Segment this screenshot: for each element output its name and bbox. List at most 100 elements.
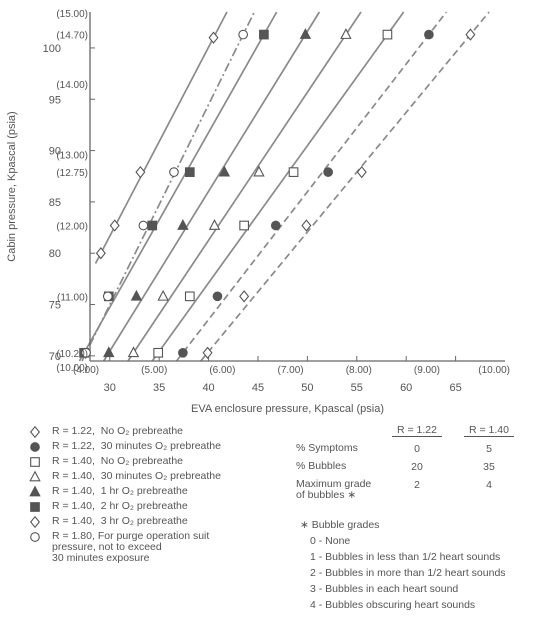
cell-bubbles-r122: 20 xyxy=(411,461,423,473)
bubble-grades-title: ∗ Bubble grades xyxy=(300,519,380,531)
legend-marker xyxy=(29,515,41,529)
data-point-series-7 xyxy=(208,31,219,44)
y-tick-label: 100 xyxy=(43,43,61,55)
data-point-series-2 xyxy=(178,347,188,358)
x-tick-label: 50 xyxy=(301,382,313,394)
legend-marker xyxy=(30,442,40,452)
square-filled-icon xyxy=(30,502,40,512)
legend-label: R = 1.22, 30 minutes O₂ prebreathe xyxy=(52,440,221,452)
y-psia-tick-label: (15.00) xyxy=(56,9,88,20)
legend-label: R = 1.22, No O₂ prebreathe xyxy=(52,425,184,437)
data-point-series-6 xyxy=(184,167,195,177)
series-line-4 xyxy=(127,11,362,362)
data-point-series-8 xyxy=(138,220,149,231)
row-label-bubbles: % Bubbles xyxy=(296,460,347,472)
data-point-series-1 xyxy=(356,165,367,179)
legend-label: R = 1.40, 2 hr O₂ prebreathe xyxy=(52,500,188,512)
x-psia-tick-label: (7.00) xyxy=(278,365,304,376)
data-point-series-5 xyxy=(299,28,312,39)
data-point-series-7 xyxy=(95,247,106,260)
legend-label: R = 1.40, No O₂ prebreathe xyxy=(52,455,184,467)
x-axis-title: EVA enclosure pressure, Kpascal (psia) xyxy=(191,403,384,415)
series-lines xyxy=(78,11,490,362)
data-point-series-3 xyxy=(184,291,195,302)
diamond-open-icon xyxy=(29,425,41,439)
legend-item: R = 1.40, No O₂ prebreathe xyxy=(28,454,288,469)
y-tick-label: 90 xyxy=(49,146,61,158)
data-point-series-8 xyxy=(81,347,91,358)
y-psia-tick-label: (12.75) xyxy=(56,168,88,179)
data-point-series-3 xyxy=(239,220,249,231)
x-tick-label: 55 xyxy=(351,382,363,394)
legend-label: R = 1.40, 3 hr O₂ prebreathe xyxy=(52,515,188,527)
y-psia-tick-label: (13.00) xyxy=(56,151,88,162)
data-point-series-2 xyxy=(270,220,281,231)
y-tick-label: 80 xyxy=(49,248,61,260)
x-tick-label: 30 xyxy=(104,382,116,394)
row-label-max-grade: Maximum grade of bubbles ∗ xyxy=(296,478,372,501)
series-markers xyxy=(79,28,476,359)
data-point-series-5 xyxy=(103,346,115,358)
axes xyxy=(89,12,505,362)
x-tick-label: 40 xyxy=(202,382,214,394)
data-point-series-8 xyxy=(238,29,249,40)
x-psia-tick-label: (10.00) xyxy=(478,365,510,376)
data-point-series-5 xyxy=(218,165,231,177)
data-point-series-6 xyxy=(259,29,269,40)
legend-label: R = 1.80, For purge operation suit press… xyxy=(52,530,210,564)
x-tick-label: 45 xyxy=(252,382,264,394)
data-point-series-8 xyxy=(169,167,179,177)
x-psia-tick-label: (5.00) xyxy=(141,365,167,376)
legend-item: R = 1.40, 3 hr O₂ prebreathe xyxy=(28,514,288,529)
x-psia-tick-label: (8.00) xyxy=(346,365,372,376)
data-point-series-4 xyxy=(340,28,352,39)
cell-bubbles-r140: 35 xyxy=(483,461,495,473)
y-tick-label: 85 xyxy=(49,197,61,209)
series-line-2 xyxy=(175,11,448,362)
data-point-series-3 xyxy=(382,29,393,40)
y-psia-tick-label: (14.00) xyxy=(56,80,88,91)
bubble-grade-item: 4 - Bubbles obscuring heart sounds xyxy=(310,599,476,611)
y-tick-label: 70 xyxy=(49,351,61,363)
bubble-grade-item: 1 - Bubbles in less than 1/2 heart sound… xyxy=(310,551,501,563)
series-line-8 xyxy=(81,11,256,362)
data-point-series-7 xyxy=(109,219,120,232)
data-point-series-1 xyxy=(465,28,476,41)
legend-item: R = 1.22, 30 minutes O₂ prebreathe xyxy=(28,439,288,454)
chart: 70 75 80 85 90 95 100 (10.00) (10.20) (11.00) (12.… xyxy=(6,9,510,415)
legend-item: R = 1.40, 2 hr O₂ prebreathe xyxy=(28,499,288,514)
y-psia-tick-label: (11.00) xyxy=(57,292,88,303)
series-line-3 xyxy=(151,11,405,362)
data-point-series-4 xyxy=(253,165,265,177)
data-point-series-1 xyxy=(239,290,250,303)
square-open-icon xyxy=(30,457,40,467)
data-point-series-4 xyxy=(157,289,169,301)
y-psia-tick-label: (14.70) xyxy=(56,31,88,42)
bubble-grade-item: 0 - None xyxy=(310,535,351,547)
data-point-series-2 xyxy=(212,291,223,302)
data-point-series-5 xyxy=(177,219,189,230)
data-point-series-7 xyxy=(135,165,146,179)
data-point-series-6 xyxy=(147,220,158,231)
legend-label: R = 1.40, 1 hr O₂ prebreathe xyxy=(52,485,188,497)
legend-marker xyxy=(30,457,40,467)
x-psia-tick-label: (9.00) xyxy=(414,365,440,376)
legend-label: R = 1.40, 30 minutes O₂ prebreathe xyxy=(52,470,221,482)
data-point-series-2 xyxy=(323,167,333,177)
circle-filled-icon xyxy=(30,442,40,452)
data-point-series-3 xyxy=(153,347,164,358)
data-point-series-5 xyxy=(130,289,143,301)
bubble-grades: ∗ Bubble grades 0 - None 1 - Bubbles in … xyxy=(300,517,506,613)
y-psia-tick-label: (10.20) xyxy=(56,349,88,360)
series-line-1 xyxy=(200,11,490,362)
cell-symptoms-r122: 0 xyxy=(414,443,420,455)
y-tick-label: 75 xyxy=(49,300,61,312)
col-header-r140: R = 1.40 xyxy=(464,424,514,437)
series-line-5 xyxy=(102,11,321,362)
y-psia-tick-label: (10.00) xyxy=(56,363,88,374)
legend-item: R = 1.40, 30 minutes O₂ prebreathe xyxy=(28,469,288,484)
legend-item: R = 1.40, 1 hr O₂ prebreathe xyxy=(28,484,288,499)
circle-open-icon xyxy=(30,532,40,542)
cell-max-grade-r122: 2 xyxy=(414,479,420,491)
cell-symptoms-r140: 5 xyxy=(486,443,492,455)
